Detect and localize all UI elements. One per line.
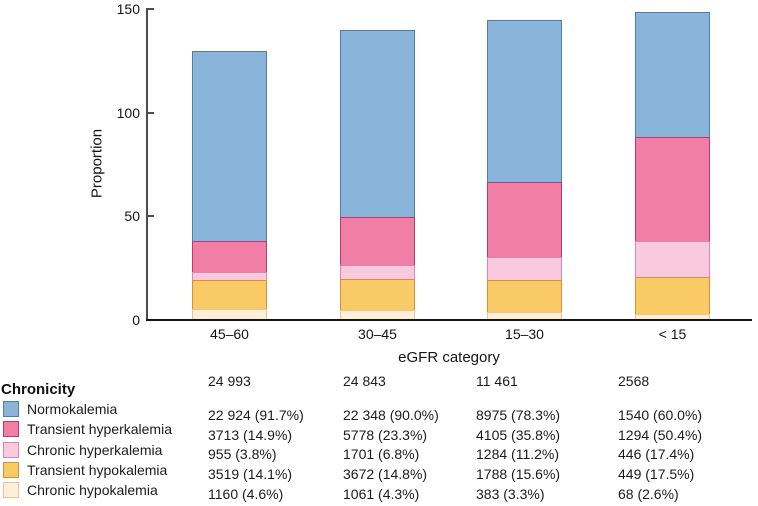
x-axis-line bbox=[146, 319, 752, 321]
value-chronic-hyperkalemia--15: 446 (17.4%) bbox=[618, 446, 695, 462]
bar-segment-transient-hyperkalemia-15-30 bbox=[487, 182, 562, 257]
legend-label-transient-hypokalemia: Transient hypokalemia bbox=[27, 462, 168, 478]
value-chronic-hypokalemia-30-45: 1061 (4.3%) bbox=[343, 486, 420, 502]
legend-label-chronic-hyperkalemia: Chronic hyperkalemia bbox=[27, 442, 163, 458]
y-tick-100 bbox=[146, 112, 154, 114]
value-normokalemia-45-60: 22 924 (91.7%) bbox=[208, 407, 304, 423]
bar-segment-chronic-hypokalemia-45-60 bbox=[192, 309, 267, 319]
value-chronic-hypokalemia--15: 68 (2.6%) bbox=[618, 486, 679, 502]
bar-segment-transient-hypokalemia-15-30 bbox=[487, 280, 562, 312]
value-chronic-hyperkalemia-15-30: 1284 (11.2%) bbox=[476, 446, 560, 462]
y-tick-150 bbox=[146, 8, 154, 10]
bar-segment-transient-hypokalemia-45-60 bbox=[192, 280, 267, 309]
bar-segment-transient-hyperkalemia--15 bbox=[635, 137, 710, 241]
legend-swatch-chronic-hypokalemia-icon bbox=[3, 482, 19, 498]
bar-segment-chronic-hypokalemia--15 bbox=[635, 314, 710, 319]
legend-item-chronic-hyperkalemia: Chronic hyperkalemia bbox=[0, 442, 200, 459]
y-tick-label-50: 50 bbox=[124, 208, 140, 224]
bar-segment-transient-hyperkalemia-30-45 bbox=[340, 217, 415, 265]
value-chronic-hyperkalemia-30-45: 1701 (6.8%) bbox=[343, 446, 420, 462]
bar-segment-chronic-hyperkalemia-45-60 bbox=[192, 272, 267, 280]
legend-item-chronic-hypokalemia: Chronic hypokalemia bbox=[0, 482, 200, 499]
value-transient-hypokalemia--15: 449 (17.5%) bbox=[618, 466, 695, 482]
value-transient-hypokalemia-15-30: 1788 (15.6%) bbox=[476, 466, 561, 482]
legend-swatch-chronic-hyperkalemia-icon bbox=[3, 442, 19, 458]
total-30-45: 24 843 bbox=[343, 373, 386, 389]
y-tick-50 bbox=[146, 215, 154, 217]
bar-segment-normokalemia-45-60 bbox=[192, 51, 267, 241]
value-transient-hypokalemia-30-45: 3672 (14.8%) bbox=[343, 466, 428, 482]
y-tick-label-100: 100 bbox=[116, 105, 140, 121]
bar-segment-normokalemia-30-45 bbox=[340, 30, 415, 217]
y-axis-spine bbox=[146, 8, 148, 321]
legend-swatch-transient-hypokalemia-icon bbox=[3, 462, 19, 478]
category-label--15: < 15 bbox=[658, 326, 687, 342]
y-tick-label-0: 0 bbox=[132, 312, 140, 328]
value-transient-hyperkalemia-15-30: 4105 (35.8%) bbox=[476, 427, 561, 443]
value-normokalemia-15-30: 8975 (78.3%) bbox=[476, 407, 561, 423]
value-transient-hyperkalemia--15: 1294 (50.4%) bbox=[618, 427, 703, 443]
value-chronic-hypokalemia-15-30: 383 (3.3%) bbox=[476, 486, 545, 502]
x-axis-title: eGFR category bbox=[398, 349, 500, 366]
bar-segment-normokalemia--15 bbox=[635, 12, 710, 137]
bar-segment-chronic-hyperkalemia-30-45 bbox=[340, 265, 415, 279]
legend-header: Chronicity bbox=[1, 381, 76, 398]
total-45-60: 24 993 bbox=[208, 373, 251, 389]
value-normokalemia--15: 1540 (60.0%) bbox=[618, 407, 703, 423]
legend-item-normokalemia: Normokalemia bbox=[0, 401, 200, 418]
category-label-45-60: 45–60 bbox=[210, 326, 249, 342]
category-label-15-30: 15–30 bbox=[505, 326, 544, 342]
total--15: 2568 bbox=[618, 373, 650, 389]
value-transient-hypokalemia-45-60: 3519 (14.1%) bbox=[208, 466, 293, 482]
legend-label-normokalemia: Normokalemia bbox=[27, 401, 118, 417]
y-axis-title: Proportion bbox=[88, 128, 106, 199]
bar-segment-chronic-hyperkalemia-15-30 bbox=[487, 257, 562, 280]
bar-segment-transient-hyperkalemia-45-60 bbox=[192, 241, 267, 272]
legend-item-transient-hypokalemia: Transient hypokalemia bbox=[0, 462, 200, 479]
bar-segment-transient-hypokalemia-30-45 bbox=[340, 279, 415, 310]
legend-swatch-transient-hyperkalemia-icon bbox=[3, 421, 19, 437]
legend-swatch-normokalemia-icon bbox=[3, 401, 19, 417]
bar-segment-chronic-hypokalemia-15-30 bbox=[487, 312, 562, 319]
bar-segment-transient-hypokalemia--15 bbox=[635, 277, 710, 314]
value-transient-hyperkalemia-45-60: 3713 (14.9%) bbox=[208, 427, 293, 443]
bar-segment-chronic-hypokalemia-30-45 bbox=[340, 310, 415, 319]
category-label-30-45: 30–45 bbox=[358, 326, 397, 342]
bar-segment-normokalemia-15-30 bbox=[487, 20, 562, 182]
y-tick-label-150: 150 bbox=[116, 1, 140, 17]
value-chronic-hyperkalemia-45-60: 955 (3.8%) bbox=[208, 446, 277, 462]
bar-segment-chronic-hyperkalemia--15 bbox=[635, 241, 710, 277]
legend-item-transient-hyperkalemia: Transient hyperkalemia bbox=[0, 421, 200, 438]
legend-label-chronic-hypokalemia: Chronic hypokalemia bbox=[27, 482, 158, 498]
value-normokalemia-30-45: 22 348 (90.0%) bbox=[343, 407, 439, 423]
value-chronic-hypokalemia-45-60: 1160 (4.6%) bbox=[208, 486, 284, 502]
legend-label-transient-hyperkalemia: Transient hyperkalemia bbox=[27, 421, 172, 437]
total-15-30: 11 461 bbox=[476, 373, 518, 389]
value-transient-hyperkalemia-30-45: 5778 (23.3%) bbox=[343, 427, 428, 443]
